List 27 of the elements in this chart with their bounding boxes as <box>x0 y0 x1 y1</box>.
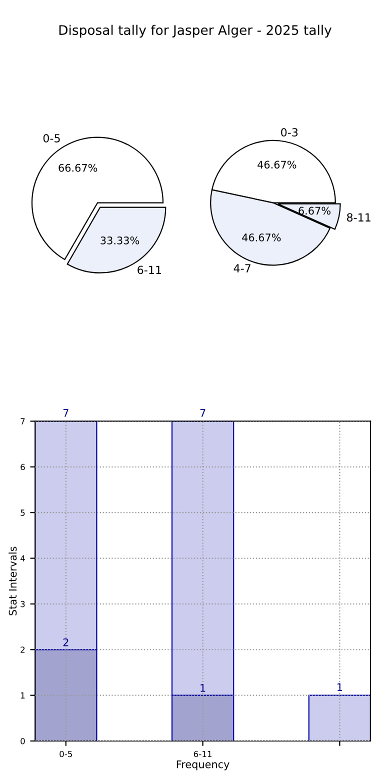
data-label: 46.67% <box>258 160 296 169</box>
data-label: 2 <box>63 638 68 646</box>
data-label: 66.67% <box>58 164 98 172</box>
y-axis-title: Stat Intervals <box>8 546 17 616</box>
data-label: 33.33% <box>100 236 140 244</box>
y-tick-label: 4 <box>20 555 25 562</box>
total-label: 7 <box>63 409 68 417</box>
slice-label: 8-11 <box>346 213 370 222</box>
total-label: 1 <box>338 683 342 691</box>
y-tick-label: 5 <box>20 510 25 516</box>
bar <box>308 694 370 741</box>
slice-label: 0-5 <box>43 134 60 142</box>
total-label: 7 <box>200 409 206 417</box>
y-tick-label: 0 <box>20 738 25 744</box>
y-tick-label: 1 <box>20 692 25 698</box>
data-label: 6.67% <box>298 206 330 215</box>
text: Disposal tally for Jasper Alger - 2025 tally <box>59 24 332 38</box>
slice-label: 0-3 <box>281 128 298 137</box>
data-label: 46.67% <box>242 234 281 242</box>
slice-label: 4-7 <box>234 264 250 272</box>
y-tick-label: 6 <box>20 464 25 470</box>
slice-label: 6-11 <box>138 266 162 274</box>
x-axis-title: Frequency <box>176 760 230 770</box>
data-label: 1 <box>200 684 206 692</box>
y-tick-label: 7 <box>20 418 25 424</box>
y-tick-label: 3 <box>20 600 25 608</box>
y-tick-label: 2 <box>20 646 25 653</box>
